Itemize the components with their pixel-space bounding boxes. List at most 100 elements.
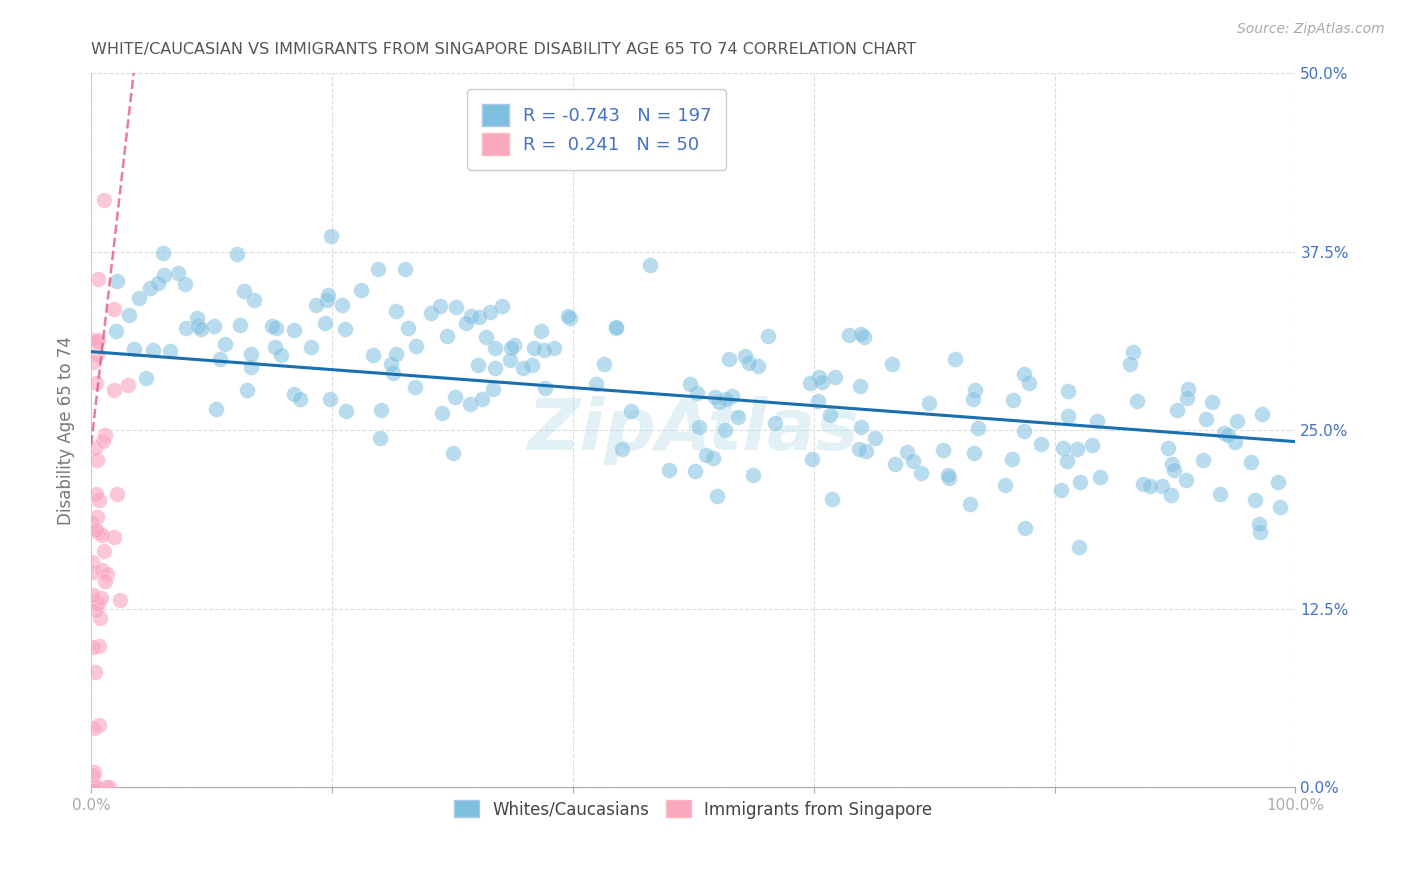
Point (808, 369, 831, 384)
Point (153, 268, 176, 282)
Text: ZipAtlas: ZipAtlas (527, 396, 859, 465)
Point (853, 330, 876, 344)
Point (370, 403, 392, 417)
Point (83, 721, 105, 735)
Point (468, 310, 491, 324)
Point (1161, 458, 1184, 472)
Point (142, 343, 165, 358)
Point (128, 292, 150, 306)
Point (882, 357, 904, 371)
Point (1268, 500, 1291, 515)
Point (117, 378, 139, 392)
Point (1014, 521, 1036, 535)
Point (896, 445, 918, 459)
Point (86, 453, 108, 467)
Point (471, 392, 494, 407)
Point (688, 419, 710, 434)
Point (799, 376, 821, 391)
Point (87, 524, 110, 539)
Point (83, 764, 105, 779)
Point (529, 324, 551, 338)
Point (460, 310, 482, 324)
Point (87, 640, 110, 654)
Point (118, 308, 141, 322)
Point (943, 352, 966, 367)
Point (747, 359, 769, 374)
Point (1251, 407, 1274, 421)
Point (208, 351, 231, 366)
Point (763, 417, 786, 431)
Point (305, 298, 328, 312)
Point (86, 347, 108, 361)
Point (89, 611, 111, 625)
Point (478, 305, 501, 319)
Point (638, 258, 661, 272)
Point (683, 464, 706, 478)
Point (467, 358, 489, 372)
Point (214, 337, 236, 351)
Point (910, 466, 932, 480)
Point (104, 324, 127, 338)
Point (83, 565, 105, 579)
Point (83, 442, 105, 456)
Point (605, 319, 627, 334)
Point (84, 376, 107, 390)
Point (167, 266, 190, 280)
Point (756, 328, 779, 343)
Point (301, 340, 323, 354)
Point (86, 597, 108, 611)
Point (901, 454, 924, 468)
Point (87, 718, 110, 732)
Point (91, 563, 114, 577)
Point (105, 487, 128, 501)
Y-axis label: Disability Age 65 to 74: Disability Age 65 to 74 (58, 335, 75, 524)
Point (1001, 452, 1024, 467)
Point (108, 592, 131, 607)
Point (1066, 442, 1088, 457)
Point (330, 298, 353, 312)
Point (80, 556, 103, 570)
Point (605, 320, 627, 334)
Point (849, 420, 872, 434)
Point (475, 330, 498, 344)
Point (122, 343, 145, 357)
Point (458, 397, 481, 411)
Point (491, 299, 513, 313)
Point (959, 497, 981, 511)
Point (1195, 412, 1218, 426)
Point (481, 382, 503, 396)
Point (80, 333, 103, 347)
Point (1191, 453, 1213, 467)
Point (235, 383, 257, 397)
Point (807, 394, 830, 409)
Point (484, 360, 506, 375)
Point (1119, 357, 1142, 371)
Point (404, 379, 426, 393)
Point (610, 442, 633, 457)
Point (396, 321, 419, 335)
Point (1067, 540, 1090, 554)
Point (543, 341, 565, 355)
Point (848, 442, 870, 457)
Point (84, 523, 107, 537)
Point (90, 527, 112, 541)
Point (1150, 479, 1173, 493)
Point (512, 360, 534, 375)
Point (936, 468, 959, 483)
Point (382, 366, 405, 380)
Point (1240, 455, 1263, 469)
Point (838, 328, 860, 343)
Point (738, 356, 761, 370)
Point (263, 339, 285, 353)
Point (962, 392, 984, 406)
Point (405, 339, 427, 353)
Point (82, 640, 104, 655)
Point (93, 434, 115, 449)
Point (385, 303, 408, 318)
Point (1201, 395, 1223, 409)
Point (534, 381, 557, 395)
Point (938, 471, 960, 485)
Point (1160, 488, 1182, 502)
Point (1139, 479, 1161, 493)
Point (695, 448, 717, 462)
